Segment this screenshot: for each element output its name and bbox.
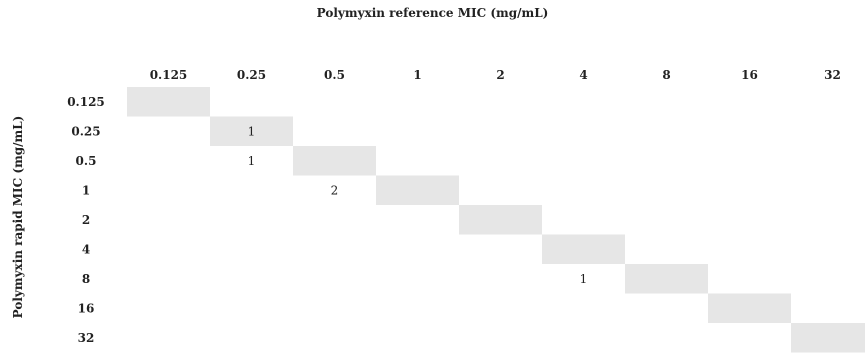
diagonal-cell xyxy=(625,264,708,294)
diagonal-cell xyxy=(791,323,865,353)
row-header: 0.25 xyxy=(71,124,100,138)
diagonal-cell xyxy=(542,234,625,264)
diagonal-cell xyxy=(708,293,791,323)
column-header: 2 xyxy=(496,68,504,82)
row-header: 1 xyxy=(82,183,90,197)
column-header: 32 xyxy=(824,68,841,82)
row-header: 4 xyxy=(82,242,90,256)
column-header: 8 xyxy=(662,68,670,82)
diagonal-cell xyxy=(127,87,210,117)
cell-count: 1 xyxy=(248,124,256,138)
row-header: 8 xyxy=(82,272,90,286)
row-header: 0.5 xyxy=(76,154,97,168)
cell-count: 1 xyxy=(580,272,588,286)
cell-count: 1 xyxy=(248,154,256,168)
row-header: 32 xyxy=(78,331,95,345)
chart-title: Polymyxin reference MIC (mg/mL) xyxy=(316,6,549,20)
row-header: 2 xyxy=(82,213,90,227)
row-header: 0.125 xyxy=(67,95,105,109)
column-header: 0.125 xyxy=(150,68,188,82)
column-header: 16 xyxy=(741,68,758,82)
diagonal-cell xyxy=(459,205,542,235)
column-header: 0.5 xyxy=(324,68,345,82)
row-header: 16 xyxy=(78,301,95,315)
column-header: 1 xyxy=(413,68,421,82)
cell-count: 2 xyxy=(331,183,339,197)
diagonal-cell xyxy=(376,175,459,205)
diagonal-cell xyxy=(210,116,293,146)
column-header: 4 xyxy=(579,68,587,82)
diagonal-cell xyxy=(293,146,376,176)
column-header: 0.25 xyxy=(237,68,266,82)
